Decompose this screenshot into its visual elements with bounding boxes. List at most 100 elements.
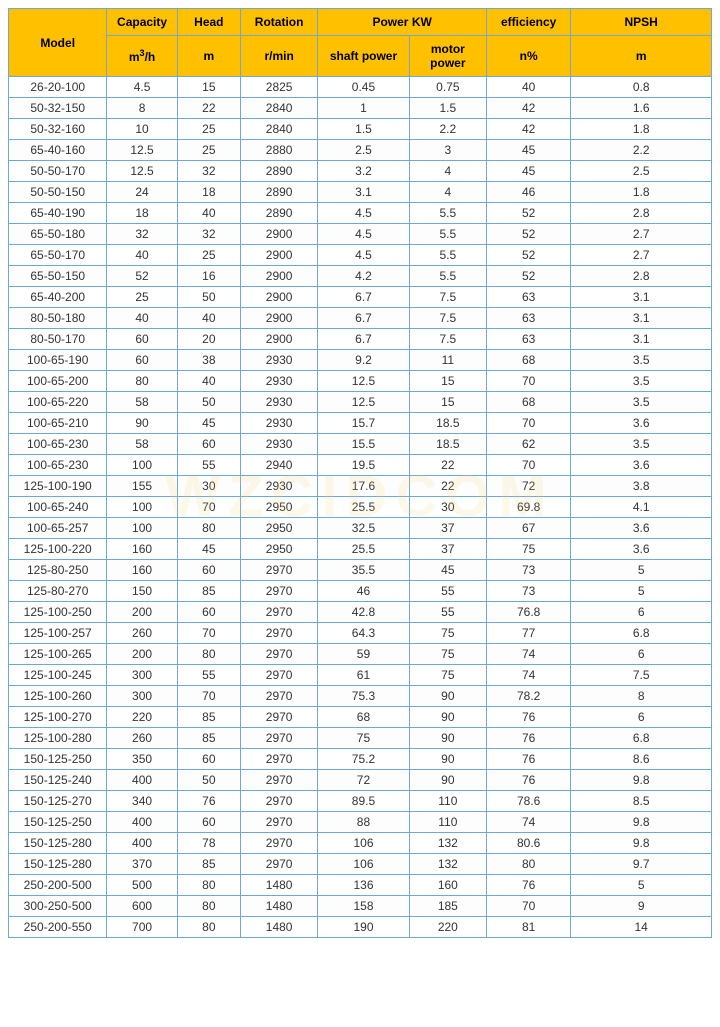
table-cell: 89.5: [318, 791, 409, 812]
table-cell: 45: [487, 161, 571, 182]
table-cell: 100-65-190: [9, 350, 107, 371]
table-cell: 4.1: [571, 497, 712, 518]
table-row: 125-80-25016060297035.545735: [9, 560, 712, 581]
table-cell: 8.5: [571, 791, 712, 812]
table-cell: 125-100-257: [9, 623, 107, 644]
table-cell: 2970: [240, 833, 317, 854]
table-cell: 5.5: [409, 224, 486, 245]
table-cell: 50-32-160: [9, 119, 107, 140]
table-cell: 60: [177, 812, 240, 833]
table-cell: 2950: [240, 497, 317, 518]
table-cell: 150-125-280: [9, 833, 107, 854]
table-cell: 14: [571, 917, 712, 938]
table-cell: 150-125-250: [9, 812, 107, 833]
table-cell: 160: [107, 539, 177, 560]
table-cell: 58: [107, 434, 177, 455]
table-cell: 100-65-200: [9, 371, 107, 392]
table-cell: 42: [487, 119, 571, 140]
table-cell: 25: [177, 119, 240, 140]
table-cell: 75: [409, 623, 486, 644]
table-cell: 70: [487, 413, 571, 434]
table-cell: 25: [107, 287, 177, 308]
table-cell: 2970: [240, 686, 317, 707]
table-cell: 260: [107, 728, 177, 749]
table-cell: 5: [571, 581, 712, 602]
table-cell: 45: [487, 140, 571, 161]
table-cell: 400: [107, 833, 177, 854]
table-cell: 85: [177, 728, 240, 749]
table-row: 50-50-17012.53228903.24452.5: [9, 161, 712, 182]
unit-rotation: r/min: [240, 36, 317, 77]
table-cell: 200: [107, 644, 177, 665]
table-cell: 76: [487, 770, 571, 791]
table-cell: 60: [107, 329, 177, 350]
table-cell: 68: [487, 350, 571, 371]
table-cell: 100-65-257: [9, 518, 107, 539]
table-cell: 350: [107, 749, 177, 770]
table-cell: 3.1: [571, 329, 712, 350]
table-cell: 52: [487, 203, 571, 224]
table-cell: 59: [318, 644, 409, 665]
table-cell: 32: [107, 224, 177, 245]
table-cell: 3.6: [571, 539, 712, 560]
table-cell: 300-250-500: [9, 896, 107, 917]
table-row: 150-125-25035060297075.290768.6: [9, 749, 712, 770]
table-cell: 3.5: [571, 434, 712, 455]
table-cell: 2950: [240, 539, 317, 560]
table-cell: 8: [107, 98, 177, 119]
table-cell: 76: [487, 875, 571, 896]
table-cell: 600: [107, 896, 177, 917]
table-cell: 70: [487, 896, 571, 917]
col-efficiency: efficiency: [487, 9, 571, 36]
table-row: 125-100-26030070297075.39078.28: [9, 686, 712, 707]
table-cell: 18.5: [409, 413, 486, 434]
table-row: 150-125-25040060297088110749.8: [9, 812, 712, 833]
table-cell: 700: [107, 917, 177, 938]
table-cell: 110: [409, 812, 486, 833]
table-cell: 2.8: [571, 266, 712, 287]
table-cell: 158: [318, 896, 409, 917]
table-cell: 2890: [240, 182, 317, 203]
table-cell: 300: [107, 665, 177, 686]
table-cell: 2.2: [409, 119, 486, 140]
col-model: Model: [9, 9, 107, 77]
table-cell: 8: [571, 686, 712, 707]
unit-capacity: m3/h: [107, 36, 177, 77]
table-cell: 45: [177, 413, 240, 434]
col-npsh: NPSH: [571, 9, 712, 36]
table-cell: 2900: [240, 224, 317, 245]
table-cell: 50: [177, 770, 240, 791]
table-cell: 2930: [240, 434, 317, 455]
table-cell: 300: [107, 686, 177, 707]
table-cell: 70: [177, 623, 240, 644]
table-cell: 90: [409, 749, 486, 770]
table-cell: 9.8: [571, 812, 712, 833]
table-cell: 4: [409, 182, 486, 203]
table-cell: 150-125-270: [9, 791, 107, 812]
table-cell: 42: [487, 98, 571, 119]
table-cell: 2900: [240, 245, 317, 266]
table-cell: 0.75: [409, 77, 486, 98]
table-cell: 150-125-280: [9, 854, 107, 875]
table-cell: 155: [107, 476, 177, 497]
table-cell: 125-100-220: [9, 539, 107, 560]
table-cell: 25: [177, 245, 240, 266]
table-cell: 9: [571, 896, 712, 917]
table-cell: 58: [107, 392, 177, 413]
table-row: 125-100-25726070297064.375776.8: [9, 623, 712, 644]
table-cell: 1.8: [571, 182, 712, 203]
spec-table: Model Capacity Head Rotation Power KW ef…: [8, 8, 712, 938]
table-cell: 6.7: [318, 287, 409, 308]
table-row: 125-80-2701508529704655735: [9, 581, 712, 602]
table-cell: 6.8: [571, 728, 712, 749]
table-cell: 70: [177, 686, 240, 707]
col-power: Power KW: [318, 9, 487, 36]
table-cell: 11: [409, 350, 486, 371]
table-row: 50-50-150241828903.14461.8: [9, 182, 712, 203]
table-cell: 2930: [240, 392, 317, 413]
table-cell: 19.5: [318, 455, 409, 476]
table-cell: 160: [107, 560, 177, 581]
table-row: 125-100-22016045295025.537753.6: [9, 539, 712, 560]
table-cell: 2.5: [571, 161, 712, 182]
table-cell: 74: [487, 665, 571, 686]
